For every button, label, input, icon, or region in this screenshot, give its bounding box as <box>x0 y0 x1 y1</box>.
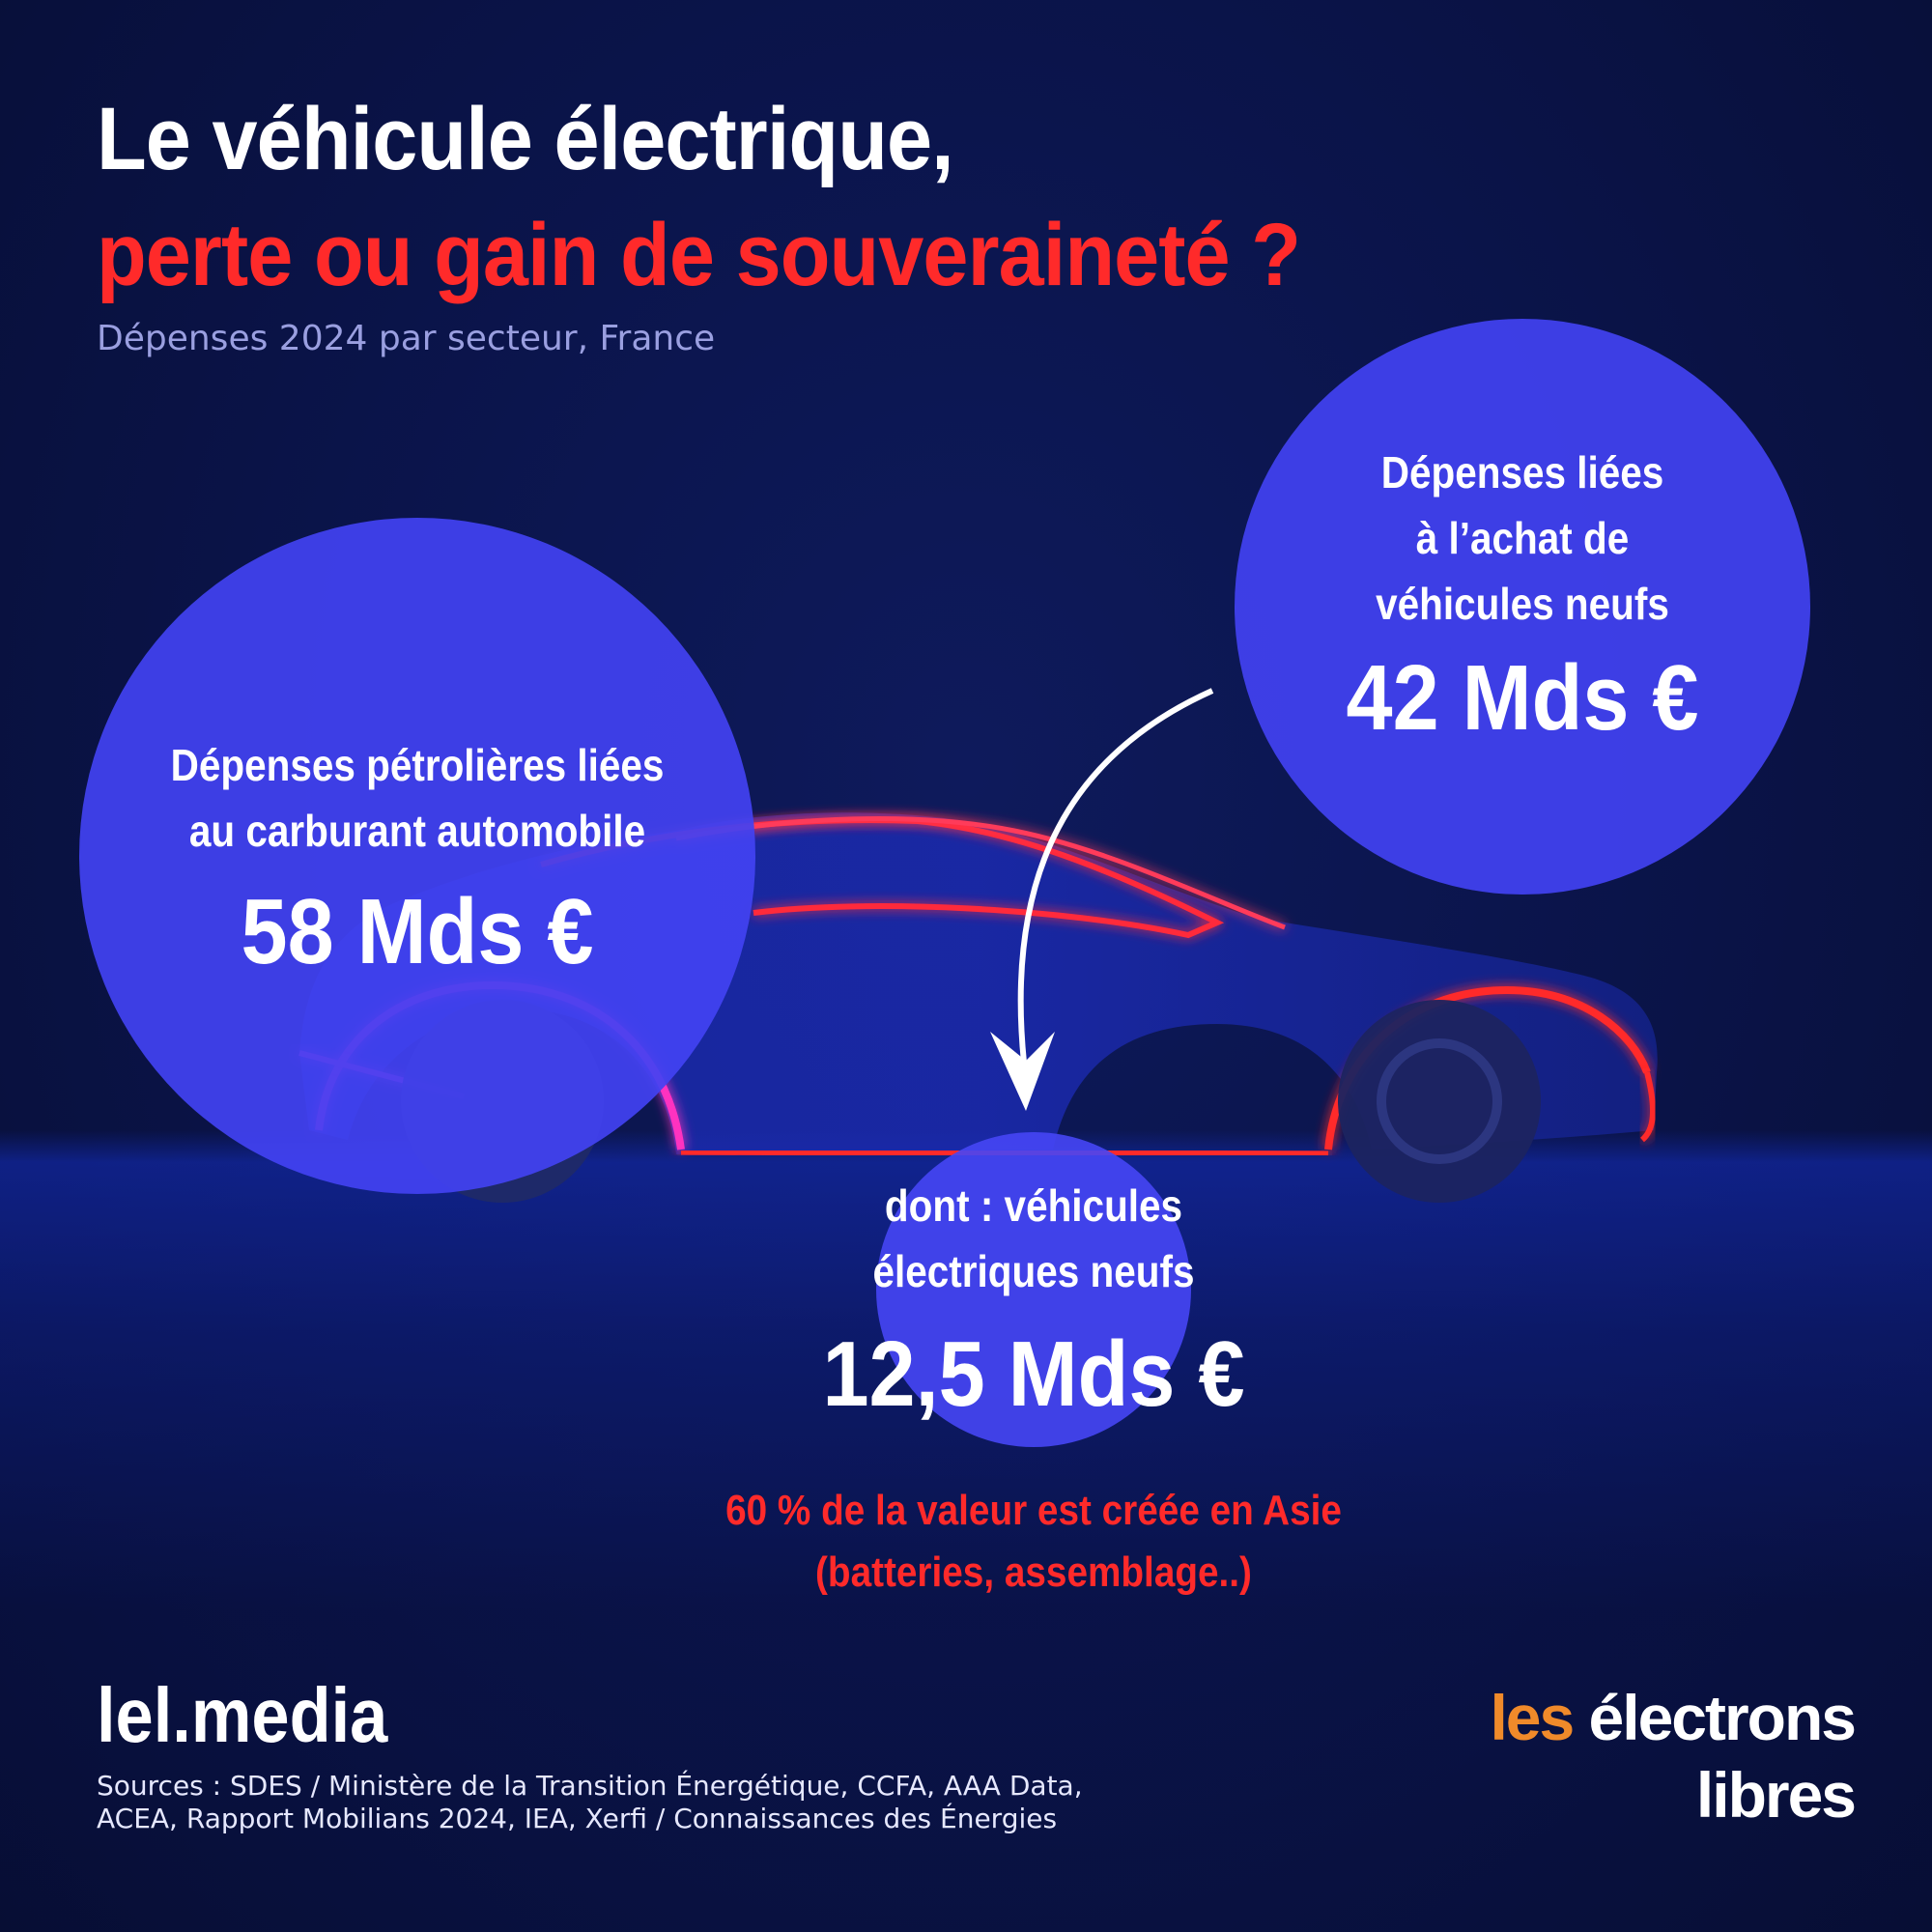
asia-value-note: 60 % de la valeur est créée en Asie (bat… <box>702 1480 1365 1604</box>
fuel-value: 58 Mds € <box>241 880 594 983</box>
brand-site: lel.media <box>97 1672 388 1758</box>
title-line-2: perte ou gain de souveraineté ? <box>97 206 1301 304</box>
title-line-1: Le véhicule électrique, <box>97 90 954 188</box>
fuel-label-line-2: au carburant automobile <box>188 806 646 856</box>
new-vehicles-label-line-2: à l’achat de <box>1415 513 1630 563</box>
new-vehicles-value: 42 Mds € <box>1346 646 1699 750</box>
bubble-fuel-spending <box>79 518 755 1194</box>
sources-line-2: ACEA, Rapport Mobilians 2024, IEA, Xerfi… <box>97 1803 1058 1834</box>
subtitle: Dépenses 2024 par secteur, France <box>97 319 716 358</box>
ev-value: 12,5 Mds € <box>822 1322 1245 1426</box>
les-electrons-libres-logo: les électrons libres <box>1490 1681 1857 1835</box>
asia-note-line-1: 60 % de la valeur est créée en Asie <box>725 1487 1342 1534</box>
asia-note-line-2: (batteries, assemblage..) <box>815 1548 1252 1596</box>
bubble-electric-vehicles <box>876 1132 1191 1447</box>
sources: Sources : SDES / Ministère de la Transit… <box>97 1770 1159 1835</box>
bubble-new-vehicles <box>1235 319 1810 895</box>
new-vehicles-label-line-1: Dépenses liées <box>1380 447 1664 497</box>
logo-line-1: les électrons <box>1490 1681 1857 1754</box>
logo-word-les: les <box>1490 1682 1575 1753</box>
fuel-label-line-1: Dépenses pétrolières liées <box>170 740 665 790</box>
sources-line-1: Sources : SDES / Ministère de la Transit… <box>97 1770 1083 1802</box>
new-vehicles-label-line-3: véhicules neufs <box>1376 579 1669 629</box>
logo-word-electrons: électrons <box>1588 1682 1857 1753</box>
ev-label-line-1: dont : véhicules <box>884 1180 1183 1231</box>
logo-word-libres: libres <box>1695 1759 1857 1831</box>
ev-label-line-2: électriques neufs <box>872 1246 1195 1296</box>
